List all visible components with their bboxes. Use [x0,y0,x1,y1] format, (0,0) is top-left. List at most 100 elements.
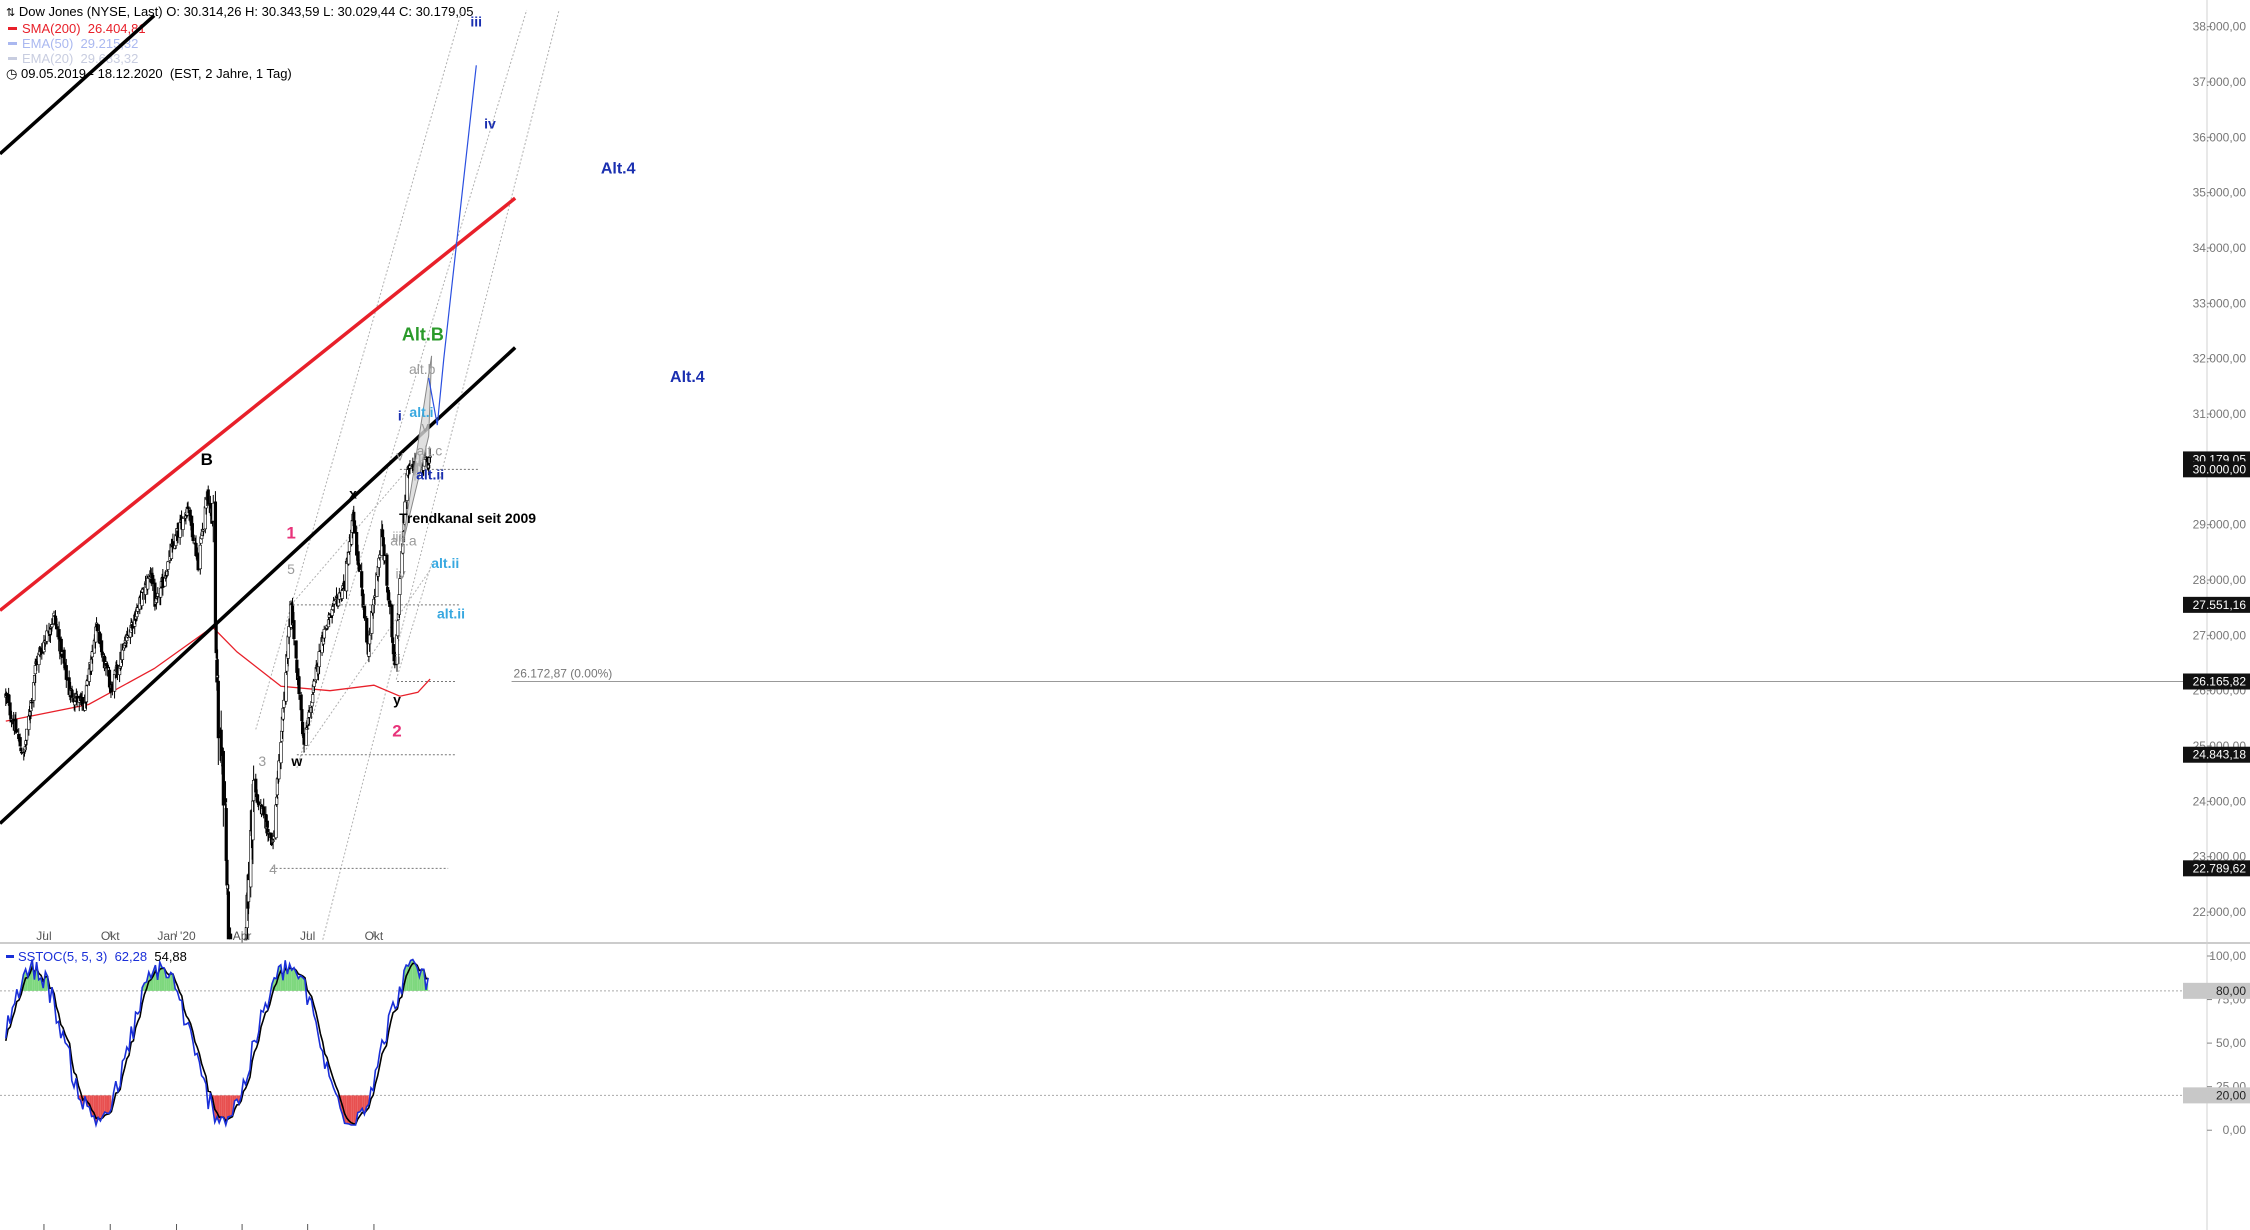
legend-sma200[interactable]: SMA(200) 26.404,81 [6,21,473,36]
candle-body [304,727,308,746]
wave-label: alt.ii [416,466,444,482]
candle-body [28,711,32,716]
price-label-text: 26.165,82 [2193,674,2247,688]
candle-body [306,717,310,725]
date-range-note: (EST, 2 Jahre, 1 Tag) [169,66,292,81]
osc-oversold-fill [230,1095,233,1117]
candle-body [25,728,29,741]
candle-body [265,820,269,828]
osc-overbought-fill [414,963,418,991]
wave-label: iii [392,528,401,544]
candle-body [24,740,28,745]
candle-body [165,570,169,576]
sma200-label: SMA(200) [22,21,81,36]
candle-body [281,707,285,720]
candle-body [422,459,426,467]
candle-body [163,577,167,587]
candle-body [186,506,190,510]
candle-body [80,697,84,705]
osc-overbought-fill [300,975,303,991]
candle-body [201,529,205,532]
candle-body [221,750,225,806]
y-tick-label: 27.000,00 [2193,628,2247,642]
candle-body [59,638,63,657]
sstoc-swatch [6,954,14,958]
candle-body [200,528,205,536]
elliott-guide-line [296,569,431,763]
candle-body [44,642,48,644]
candle-body [262,806,266,815]
candle-body [85,680,89,686]
candle-body [352,520,357,534]
candle-body [269,832,273,838]
candle-body [18,737,22,747]
candle-body [14,729,19,733]
y-tick-label: 37.000,00 [2193,75,2247,89]
wave-label: 2 [392,722,401,741]
candle-body [277,760,281,780]
wave-label: 4 [269,861,277,877]
candle-body [206,489,210,505]
candle-body [120,649,125,660]
chart-legend: ⇅ Dow Jones (NYSE, Last) O: 30.314,26 H:… [6,4,473,81]
candle-body [155,596,159,599]
wave-label: Alt.B [402,324,444,344]
osc-overbought-fill [161,967,165,991]
price-label-text: 30.000,00 [2193,462,2247,476]
candle-body [311,694,315,704]
candle-body [294,640,298,659]
wave-projection-line [428,65,477,426]
sma200-swatch [8,26,17,30]
ema20-value: 29.683,32 [80,51,139,66]
candle-body [297,676,301,695]
candle-body [97,631,102,644]
chart-type-icon[interactable]: ⇅ [6,7,16,19]
candle-body [360,571,364,588]
candle-body [48,629,53,635]
candle-body [95,623,99,632]
elliott-guide-line [296,9,528,769]
candle-body [124,642,128,644]
candle-body [386,589,390,601]
sstoc-legend[interactable]: SSTOC(5, 5, 3) 62,28 54,88 [6,949,187,964]
legend-ema20[interactable]: EMA(20) 29.683,32 [6,51,473,66]
x-tick-label: Jul [36,929,51,943]
candle-body [274,804,278,839]
price-label-box [2183,461,2250,478]
osc-oversold-fill [227,1095,231,1117]
osc-oversold-fill [357,1095,360,1113]
candle-body [380,529,385,538]
candle-body [90,651,94,658]
legend-ema50[interactable]: EMA(50) 29.215,32 [6,36,473,51]
candle-body [377,557,381,568]
candle-body [159,587,163,598]
sma200-value: 26.404,81 [87,21,146,36]
wave-label: alt.i [409,404,433,420]
candle-body [385,554,389,586]
candle-body [391,637,395,643]
osc-y-tick-label: 0,00 [2223,1123,2247,1137]
osc-oversold-fill [348,1095,352,1125]
ema50-label: EMA(50) [22,36,74,51]
wave-label: v [396,447,403,463]
y-tick-label: 33.000,00 [2193,296,2247,310]
sstoc-k-line [5,958,429,1129]
candle-body [362,604,366,607]
sstoc-title: SSTOC(5, 5, 3) [18,949,108,964]
sstoc-d-line [5,962,429,1126]
candle-body [251,800,255,841]
candle-body [368,634,372,645]
candle-body [198,544,202,570]
osc-oversold-fill [353,1095,356,1125]
candle-body [105,664,109,669]
candle-body [146,578,150,590]
candle-body [55,626,59,630]
wave-label: v [422,419,429,435]
wave-label: alt.c [417,442,443,458]
candle-body [140,592,144,607]
candle-body [317,651,321,668]
candle-body [357,564,362,571]
